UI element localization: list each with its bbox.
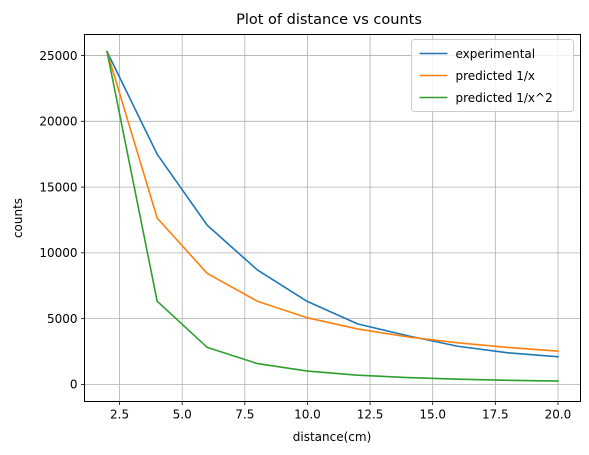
series-line-2 [106, 50, 559, 352]
legend-label: experimental [456, 47, 536, 61]
legend-label: predicted 1/x [456, 69, 536, 83]
y-tick-label: 0 [70, 378, 78, 392]
legend-label: predicted 1/x^2 [456, 91, 553, 105]
series-line-1 [105, 50, 559, 358]
legend-box [411, 39, 574, 112]
x-tick-label: 15.0 [419, 408, 446, 422]
x-axis-label: distance(cm) [293, 430, 372, 444]
x-tick-label: 17.5 [482, 408, 509, 422]
series-line-3 [106, 50, 559, 382]
x-tick-label: 5.0 [173, 408, 192, 422]
x-tick-label: 2.5 [110, 408, 129, 422]
chart-title: Plot of distance vs counts [236, 12, 422, 28]
series-lines [105, 50, 559, 382]
x-tick-label: 7.5 [235, 408, 254, 422]
y-tick-label: 15000 [39, 180, 77, 194]
legend: experimental predicted 1/x predicted 1/x^2 [411, 39, 574, 112]
y-axis-label: counts [11, 198, 25, 238]
y-tick-label: 20000 [39, 115, 77, 129]
plot-frame [84, 34, 581, 402]
axis-ticks: 2.5 5.0 7.5 10.0 12.5 15.0 17.5 20.0 0 5000 10000 1… [39, 49, 571, 422]
x-tick-label: 20.0 [545, 408, 572, 422]
y-tick-label: 25000 [39, 49, 77, 63]
x-tick-label: 12.5 [357, 408, 384, 422]
x-tick-label: 10.0 [294, 408, 321, 422]
y-tick-label: 10000 [39, 246, 77, 260]
y-tick-label: 5000 [47, 312, 78, 326]
